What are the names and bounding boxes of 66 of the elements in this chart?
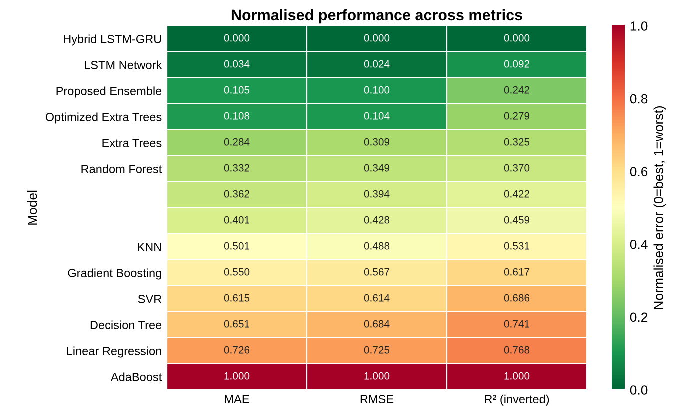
data-label: 0.686	[504, 294, 530, 302]
y-tick-label: Gradient Boosting	[68, 268, 162, 280]
y-tick-label: KNN	[138, 243, 162, 252]
color-bar-title: Normalised error (0=best, 1=worst)	[654, 106, 666, 310]
data-label: 1.000	[364, 372, 390, 380]
data-label: 0.651	[224, 320, 250, 328]
data-label: 0.726	[224, 346, 250, 354]
y-tick-label: Decision Tree	[90, 320, 162, 330]
data-label: 0.108	[224, 112, 250, 120]
data-label: 0.768	[504, 346, 530, 354]
data-label: 0.614	[364, 294, 390, 302]
data-label: 0.242	[504, 86, 530, 94]
data-label: 0.370	[504, 164, 530, 172]
x-tick-label: R² (inverted)	[485, 394, 550, 406]
color-bar-label: 0.6	[630, 167, 648, 177]
data-label: 0.615	[224, 294, 250, 302]
chart-title: Normalised performance across metrics	[232, 9, 522, 24]
data-label: 0.349	[364, 164, 390, 172]
color-bar-label: 0.4	[630, 240, 648, 250]
data-label: 0.284	[224, 138, 250, 146]
data-label: 0.332	[224, 164, 250, 172]
y-tick-label: Extra Trees	[102, 139, 162, 148]
y-tick-label: SVR	[138, 295, 162, 304]
data-label: 0.617	[504, 268, 530, 276]
color-bar-label: 1.0	[630, 22, 648, 31]
data-label: 0.394	[364, 190, 390, 198]
y-tick-label: Proposed Ensemble	[56, 86, 162, 98]
data-label: 0.104	[364, 112, 390, 120]
data-label: 0.459	[504, 216, 530, 224]
y-tick-label: AdaBoost	[110, 372, 162, 382]
data-label: 0.000	[504, 34, 530, 42]
data-label: 0.325	[504, 138, 530, 146]
data-label: 1.000	[504, 372, 530, 380]
x-tick-label: RMSE	[360, 395, 394, 404]
data-label: 0.279	[504, 112, 530, 120]
data-label: 0.000	[364, 34, 390, 42]
data-label: 0.550	[224, 268, 250, 276]
data-label: 0.105	[224, 86, 250, 94]
data-label: 0.501	[224, 242, 250, 250]
color-bar-label: 0.2	[630, 312, 648, 322]
data-label: 0.000	[224, 34, 250, 42]
data-label: 0.309	[364, 138, 390, 146]
data-label: 0.725	[364, 346, 390, 354]
data-label: 0.401	[224, 216, 250, 224]
data-label: 0.362	[224, 190, 250, 198]
y-tick-label: Optimized Extra Trees	[46, 112, 162, 124]
data-label: 0.567	[364, 268, 390, 276]
data-label: 0.024	[364, 60, 390, 68]
data-label: 1.000	[224, 372, 250, 380]
data-label: 0.741	[504, 320, 530, 328]
y-tick-label: Random Forest	[82, 164, 162, 174]
color-bar-label: 0.0	[630, 386, 648, 395]
color-bar-label: 0.8	[630, 94, 648, 104]
data-label: 0.092	[504, 60, 530, 68]
data-label: 0.422	[504, 190, 530, 198]
data-label: 0.100	[364, 86, 390, 94]
data-label: 0.428	[364, 216, 390, 224]
data-label: 0.488	[364, 242, 390, 250]
x-tick-label: MAE	[225, 395, 250, 404]
y-tick-label: Hybrid LSTM-GRU	[64, 34, 162, 46]
data-label: 0.684	[364, 320, 390, 328]
data-label: 0.531	[504, 242, 530, 250]
y-tick-label: Linear Regression	[67, 346, 162, 358]
y-axis-title: Model	[28, 190, 38, 225]
y-tick-label: LSTM Network	[85, 60, 162, 70]
data-label: 0.034	[224, 60, 250, 68]
